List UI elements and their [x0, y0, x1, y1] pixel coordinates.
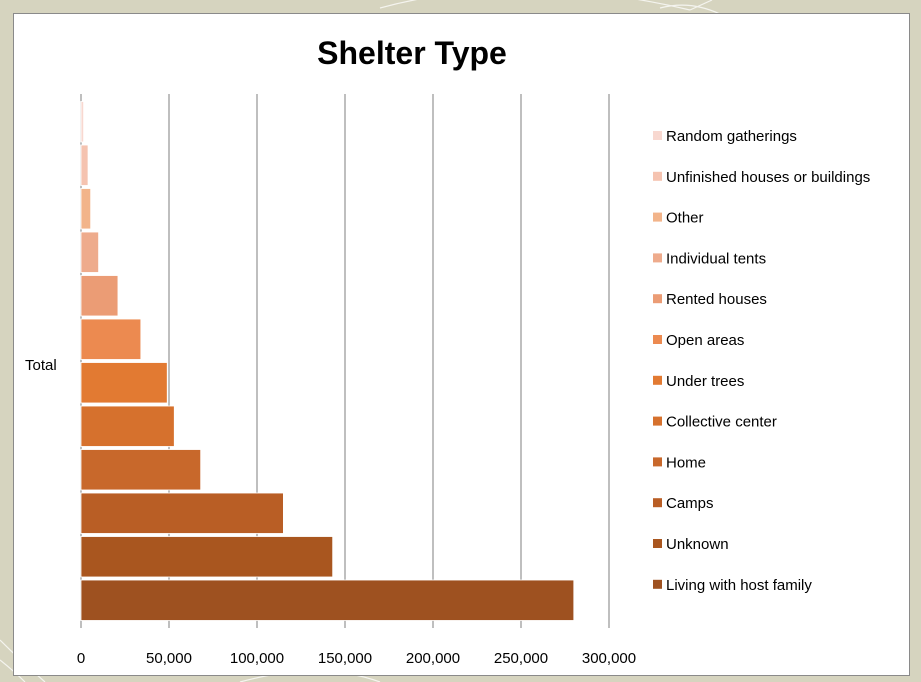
x-tick-label: 100,000	[230, 650, 284, 667]
bar-home	[80, 449, 202, 491]
legend-item: Under trees	[653, 373, 744, 390]
legend-item: Open areas	[653, 332, 744, 349]
x-tick-label: 250,000	[494, 650, 548, 667]
legend: Living with host family Unknown Camps Home C…	[653, 128, 870, 594]
legend-item: Unknown	[653, 536, 729, 553]
bar-unfinished-houses-or-buildings	[80, 144, 89, 186]
legend-swatch	[653, 335, 662, 344]
chart-area: Shelter Type 0 50,000 100,000 150,000 200,00…	[13, 13, 910, 676]
bar-individual-tents	[80, 231, 100, 273]
bar-collective-center	[80, 405, 175, 447]
legend-label: Living with host family	[666, 577, 812, 594]
legend-label: Unfinished houses or buildings	[666, 169, 870, 186]
x-tick-label: 50,000	[146, 650, 192, 667]
legend-label: Open areas	[666, 332, 744, 349]
legend-label: Collective center	[666, 414, 777, 431]
x-axis: 0 50,000 100,000 150,000 200,000 250,000 300,0…	[77, 650, 636, 667]
legend-label: Home	[666, 454, 706, 471]
legend-label: Random gatherings	[666, 128, 797, 145]
bar-random-gatherings	[80, 101, 85, 143]
legend-label: Individual tents	[666, 250, 766, 267]
bar-living-with-host-family	[80, 579, 575, 621]
bar-open-areas	[80, 318, 142, 360]
legend-item: Home	[653, 454, 706, 471]
bar-rented-houses	[80, 275, 119, 317]
bar-other	[80, 188, 92, 230]
bar-unknown	[80, 536, 334, 578]
x-tick-label: 0	[77, 650, 85, 667]
legend-swatch	[653, 416, 662, 426]
legend-swatch	[653, 457, 662, 467]
legend-label: Unknown	[666, 536, 729, 553]
shelter-type-bar-chart: Shelter Type 0 50,000 100,000 150,000 200,00…	[25, 35, 870, 667]
legend-item: Other	[653, 210, 704, 227]
legend-item: Individual tents	[653, 250, 766, 267]
bars	[80, 101, 575, 621]
legend-label: Other	[666, 210, 704, 227]
legend-swatch	[653, 253, 662, 263]
legend-swatch	[653, 539, 662, 548]
legend-swatch	[653, 375, 662, 385]
legend-item: Unfinished houses or buildings	[653, 169, 870, 186]
category-label-total: Total	[25, 357, 57, 374]
x-tick-label: 300,000	[582, 650, 636, 667]
legend-swatch	[653, 131, 662, 140]
bar-under-trees	[80, 362, 168, 404]
legend-label: Camps	[666, 495, 714, 512]
legend-item: Living with host family	[653, 577, 812, 594]
chart-title: Shelter Type	[317, 35, 507, 71]
legend-item: Camps	[653, 495, 714, 512]
legend-swatch	[653, 171, 662, 181]
legend-swatch	[653, 294, 662, 304]
legend-swatch	[653, 579, 662, 589]
x-tick-label: 200,000	[406, 650, 460, 667]
legend-item: Rented houses	[653, 291, 767, 308]
legend-item: Random gatherings	[653, 128, 797, 145]
legend-swatch	[653, 498, 662, 508]
legend-item: Collective center	[653, 414, 777, 431]
bar-camps	[80, 492, 284, 534]
legend-swatch	[653, 212, 662, 222]
legend-label: Rented houses	[666, 291, 767, 308]
legend-label: Under trees	[666, 373, 744, 390]
x-tick-label: 150,000	[318, 650, 372, 667]
